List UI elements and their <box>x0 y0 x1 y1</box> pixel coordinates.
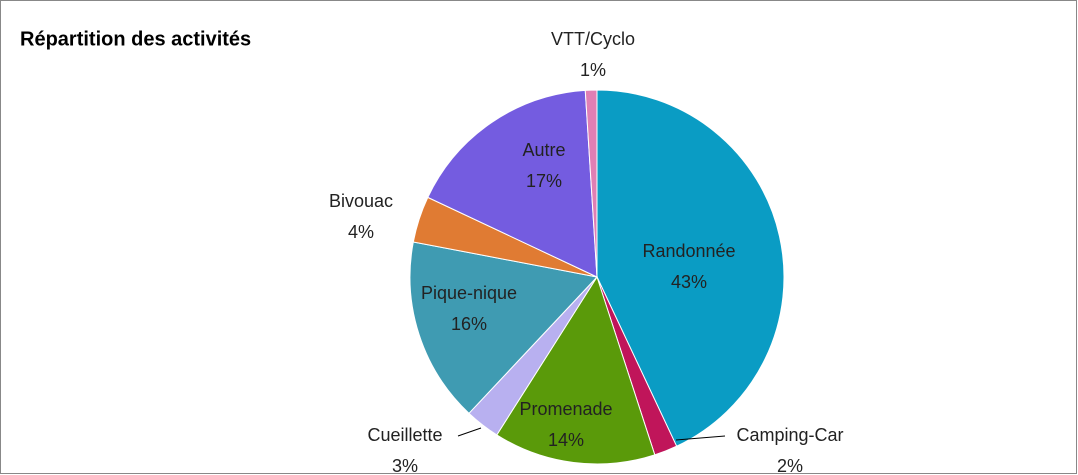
slice-label: Cueillette <box>367 425 442 445</box>
slice-label: Camping-Car <box>736 425 843 445</box>
leader-line <box>675 435 726 441</box>
slice-label: Randonnée <box>642 241 735 261</box>
slice-percent: 3% <box>392 456 418 475</box>
slice-label: Autre <box>522 140 565 160</box>
chart-title: Répartition des activités <box>20 28 251 50</box>
slice-percent: 16% <box>451 314 487 334</box>
leader-line <box>457 427 482 437</box>
slice-percent: 43% <box>671 272 707 292</box>
slice-percent: 17% <box>526 171 562 191</box>
slice-label: Promenade <box>519 399 612 419</box>
pie-slice <box>427 89 598 278</box>
slice-percent: 1% <box>580 60 606 80</box>
pie-slice <box>496 275 656 465</box>
pie-slice <box>596 89 785 447</box>
slice-percent: 4% <box>348 222 374 242</box>
slice-label: Bivouac <box>329 191 393 211</box>
pie-slice <box>409 241 598 415</box>
slice-percent: 2% <box>777 456 803 475</box>
slice-percent: 14% <box>548 430 584 450</box>
pie-slice <box>584 89 598 278</box>
slice-label: VTT/Cyclo <box>551 29 635 49</box>
slice-label: Pique-nique <box>421 283 517 303</box>
